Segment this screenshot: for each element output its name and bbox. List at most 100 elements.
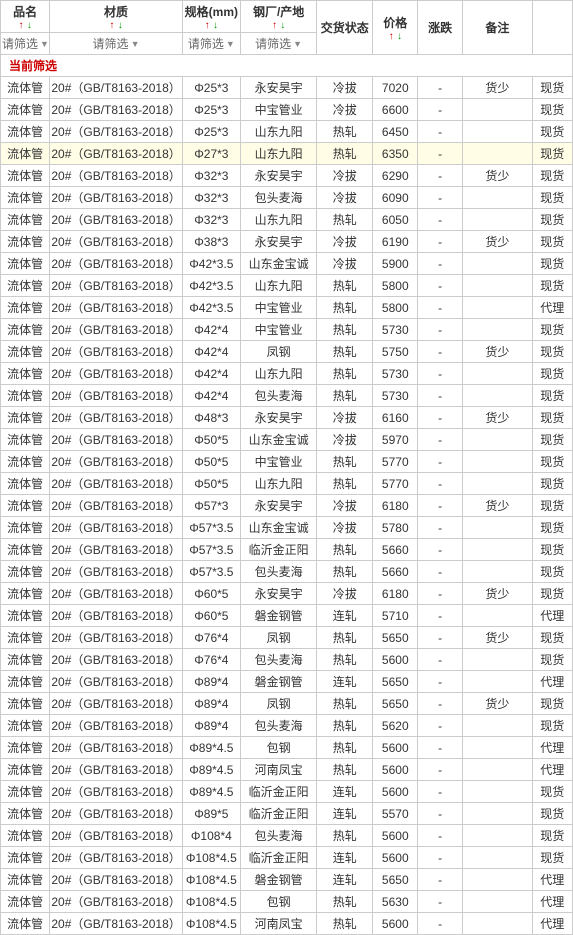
sort-up-icon[interactable]: ↑	[205, 20, 210, 31]
sort-down-icon[interactable]: ↓	[397, 31, 402, 42]
filter-spec[interactable]: 请筛选▼	[182, 33, 240, 55]
sort-up-icon[interactable]: ↑	[272, 20, 277, 31]
cell-stock[interactable]: 现货	[532, 803, 572, 825]
cell-stock[interactable]: 现货	[532, 99, 572, 121]
cell-change: -	[418, 781, 463, 803]
cell-stock[interactable]: 现货	[532, 781, 572, 803]
th-factory[interactable]: 钢厂/产地↑ ↓	[241, 1, 317, 33]
cell-spec: Φ42*4	[182, 319, 240, 341]
cell-stock[interactable]: 现货	[532, 495, 572, 517]
sort-up-icon[interactable]: ↑	[389, 31, 394, 42]
cell-status: 热轧	[317, 275, 373, 297]
cell-stock[interactable]: 现货	[532, 561, 572, 583]
cell-material: 20#（GB/T8163-2018）	[50, 297, 182, 319]
cell-stock[interactable]: 现货	[532, 143, 572, 165]
cell-stock[interactable]: 现货	[532, 209, 572, 231]
filter-factory[interactable]: 请筛选▼	[241, 33, 317, 55]
cell-stock[interactable]: 代理	[532, 297, 572, 319]
cell-stock[interactable]: 现货	[532, 847, 572, 869]
cell-stock[interactable]: 现货	[532, 363, 572, 385]
sort-down-icon[interactable]: ↓	[27, 20, 32, 31]
cell-spec: Φ48*3	[182, 407, 240, 429]
cell-note	[463, 517, 533, 539]
cell-name: 流体管	[1, 891, 50, 913]
cell-status: 冷拔	[317, 99, 373, 121]
cell-note	[463, 385, 533, 407]
cell-change: -	[418, 869, 463, 891]
cell-stock[interactable]: 现货	[532, 231, 572, 253]
cell-status: 热轧	[317, 539, 373, 561]
cell-spec: Φ32*3	[182, 165, 240, 187]
cell-stock[interactable]: 现货	[532, 473, 572, 495]
cell-change: -	[418, 913, 463, 935]
cell-factory: 山东九阳	[241, 209, 317, 231]
cell-note	[463, 803, 533, 825]
cell-price: 6600	[373, 99, 418, 121]
table-row: 流体管20#（GB/T8163-2018）Φ89*4包头麦海热轧5620-现货	[1, 715, 573, 737]
cell-status: 热轧	[317, 121, 373, 143]
cell-stock[interactable]: 代理	[532, 913, 572, 935]
cell-stock[interactable]: 现货	[532, 77, 572, 99]
cell-stock[interactable]: 代理	[532, 891, 572, 913]
cell-stock[interactable]: 现货	[532, 341, 572, 363]
th-name[interactable]: 品名↑ ↓	[1, 1, 50, 33]
filter-label: 请筛选	[188, 35, 224, 52]
cell-name: 流体管	[1, 363, 50, 385]
cell-name: 流体管	[1, 319, 50, 341]
cell-spec: Φ50*5	[182, 473, 240, 495]
cell-price: 5600	[373, 649, 418, 671]
cell-stock[interactable]: 现货	[532, 407, 572, 429]
cell-note: 货少	[463, 627, 533, 649]
cell-stock[interactable]: 现货	[532, 693, 572, 715]
cell-stock[interactable]: 现货	[532, 539, 572, 561]
th-material[interactable]: 材质↑ ↓	[50, 1, 182, 33]
cell-stock[interactable]: 现货	[532, 715, 572, 737]
table-body: 流体管20#（GB/T8163-2018）Φ25*3永安昊宇冷拔7020-货少现…	[1, 77, 573, 935]
cell-factory: 临沂金正阳	[241, 803, 317, 825]
cell-material: 20#（GB/T8163-2018）	[50, 539, 182, 561]
cell-name: 流体管	[1, 209, 50, 231]
table-row: 流体管20#（GB/T8163-2018）Φ57*3永安昊宇冷拔6180-货少现…	[1, 495, 573, 517]
sort-up-icon[interactable]: ↑	[109, 20, 114, 31]
cell-note: 货少	[463, 693, 533, 715]
cell-status: 热轧	[317, 737, 373, 759]
cell-stock[interactable]: 现货	[532, 627, 572, 649]
cell-factory: 永安昊宇	[241, 231, 317, 253]
cell-spec: Φ60*5	[182, 583, 240, 605]
cell-factory: 临沂金正阳	[241, 781, 317, 803]
cell-stock[interactable]: 现货	[532, 649, 572, 671]
cell-stock[interactable]: 现货	[532, 429, 572, 451]
cell-stock[interactable]: 代理	[532, 869, 572, 891]
cell-stock[interactable]: 现货	[532, 451, 572, 473]
filter-material[interactable]: 请筛选▼	[50, 33, 182, 55]
table-row: 流体管20#（GB/T8163-2018）Φ108*4.5包钢热轧5630-代理	[1, 891, 573, 913]
sort-down-icon[interactable]: ↓	[213, 20, 218, 31]
cell-note	[463, 473, 533, 495]
cell-stock[interactable]: 现货	[532, 187, 572, 209]
sort-down-icon[interactable]: ↓	[118, 20, 123, 31]
cell-stock[interactable]: 现货	[532, 275, 572, 297]
cell-stock[interactable]: 现货	[532, 385, 572, 407]
cell-stock[interactable]: 现货	[532, 319, 572, 341]
cell-stock[interactable]: 代理	[532, 737, 572, 759]
cell-price: 5630	[373, 891, 418, 913]
cell-stock[interactable]: 代理	[532, 759, 572, 781]
cell-stock[interactable]: 代理	[532, 605, 572, 627]
cell-stock[interactable]: 代理	[532, 671, 572, 693]
sort-down-icon[interactable]: ↓	[280, 20, 285, 31]
cell-stock[interactable]: 现货	[532, 253, 572, 275]
cell-change: -	[418, 539, 463, 561]
th-price[interactable]: 价格↑ ↓	[373, 1, 418, 55]
chevron-down-icon: ▼	[131, 39, 140, 49]
cell-stock[interactable]: 现货	[532, 583, 572, 605]
sort-up-icon[interactable]: ↑	[19, 20, 24, 31]
cell-factory: 山东金宝诚	[241, 517, 317, 539]
filter-name[interactable]: 请筛选▼	[1, 33, 50, 55]
cell-price: 7020	[373, 77, 418, 99]
th-spec[interactable]: 规格(mm)↑ ↓	[182, 1, 240, 33]
cell-status: 热轧	[317, 363, 373, 385]
cell-name: 流体管	[1, 869, 50, 891]
cell-stock[interactable]: 现货	[532, 165, 572, 187]
cell-stock[interactable]: 现货	[532, 517, 572, 539]
cell-stock[interactable]: 现货	[532, 121, 572, 143]
